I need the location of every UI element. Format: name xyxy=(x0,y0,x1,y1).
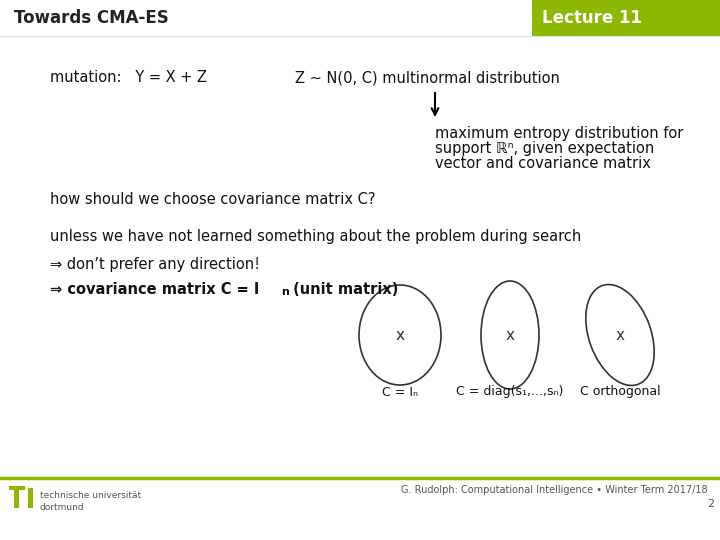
Text: Lecture 11: Lecture 11 xyxy=(542,9,642,27)
Text: Towards CMA-ES: Towards CMA-ES xyxy=(14,9,168,27)
Bar xyxy=(14,488,19,508)
Text: mutation:   Y = X + Z: mutation: Y = X + Z xyxy=(50,71,207,85)
Bar xyxy=(532,0,720,36)
Text: support ℝⁿ, given expectation: support ℝⁿ, given expectation xyxy=(435,141,654,156)
Bar xyxy=(28,488,33,508)
Text: Z ∼ N(0, C) multinormal distribution: Z ∼ N(0, C) multinormal distribution xyxy=(295,71,560,85)
Text: ⇒ don’t prefer any direction!: ⇒ don’t prefer any direction! xyxy=(50,256,260,272)
Text: unless we have not learned something about the problem during search: unless we have not learned something abo… xyxy=(50,230,581,245)
Text: 2: 2 xyxy=(707,499,714,509)
Text: G. Rudolph: Computational Intelligence • Winter Term 2017/18: G. Rudolph: Computational Intelligence •… xyxy=(401,485,708,495)
Bar xyxy=(0,0,720,36)
Text: C orthogonal: C orthogonal xyxy=(580,386,660,399)
Bar xyxy=(9,486,25,490)
Bar xyxy=(28,504,33,508)
Text: x: x xyxy=(505,327,515,342)
Text: maximum entropy distribution for: maximum entropy distribution for xyxy=(435,126,683,141)
Text: (unit matrix): (unit matrix) xyxy=(288,281,398,296)
Text: how should we choose covariance matrix C?: how should we choose covariance matrix C… xyxy=(50,192,376,207)
Text: dortmund: dortmund xyxy=(40,503,85,512)
Text: vector and covariance matrix: vector and covariance matrix xyxy=(435,156,651,171)
Text: n: n xyxy=(281,287,289,297)
Text: technische universität: technische universität xyxy=(40,491,141,501)
Text: C = diag(s₁,...,sₙ): C = diag(s₁,...,sₙ) xyxy=(456,386,564,399)
Text: ⇒ covariance matrix C = I: ⇒ covariance matrix C = I xyxy=(50,281,259,296)
Text: x: x xyxy=(395,327,405,342)
Text: x: x xyxy=(616,327,624,342)
Text: C = Iₙ: C = Iₙ xyxy=(382,386,418,399)
